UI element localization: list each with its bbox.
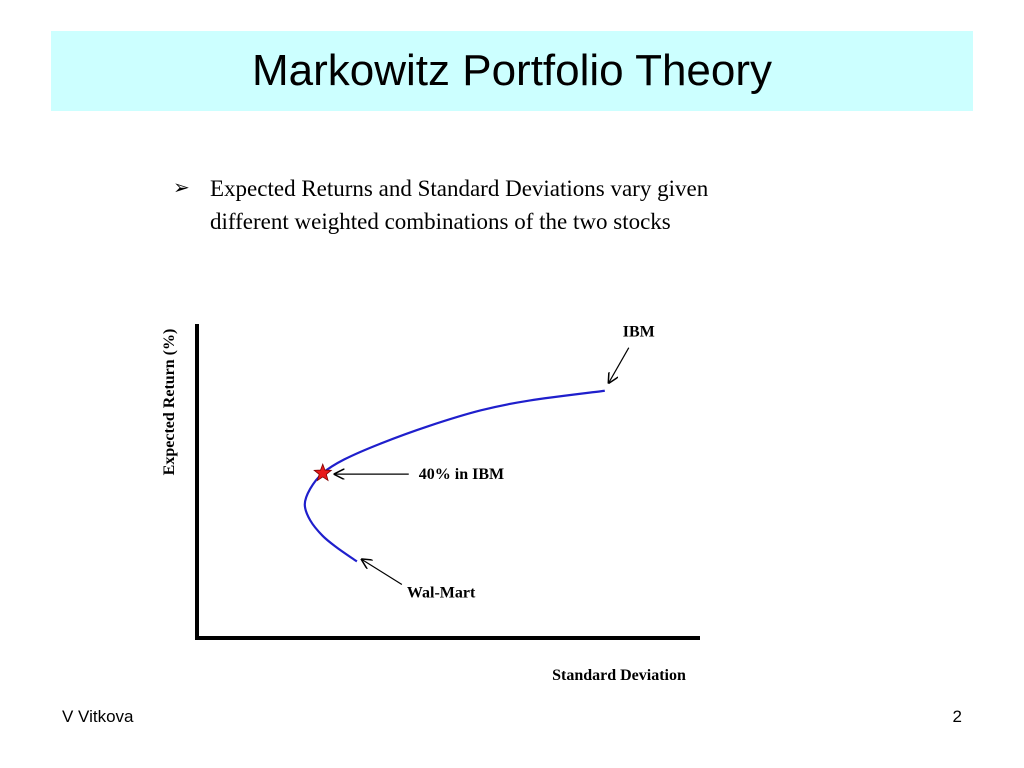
bullet-line-1: Expected Returns and Standard Deviations…: [210, 176, 709, 201]
title-bar: Markowitz Portfolio Theory: [51, 31, 973, 111]
slide-title: Markowitz Portfolio Theory: [251, 46, 773, 95]
annotation-arrow-ibm: [609, 347, 630, 383]
bullet-text: Expected Returns and Standard Deviations…: [210, 172, 708, 238]
footer-author: V Vitkova: [62, 707, 134, 726]
annotation-label-ibm: IBM: [623, 324, 655, 341]
arrow-bullet-icon: ➢: [173, 177, 190, 199]
bullet-line-2: different weighted combinations of the t…: [210, 209, 671, 234]
annotation-arrow-wal-mart: [362, 559, 403, 585]
star-marker-icon: [313, 463, 333, 482]
y-axis-label: Expected Return (%): [161, 329, 178, 476]
annotation-label-40-in-ibm: 40% in IBM: [419, 466, 504, 483]
x-axis-label: Standard Deviation: [552, 667, 686, 684]
page-number: 2: [952, 707, 962, 726]
bullet-point: ➢ Expected Returns and Standard Deviatio…: [173, 172, 873, 238]
annotation-label-wal-mart: Wal-Mart: [407, 584, 476, 601]
